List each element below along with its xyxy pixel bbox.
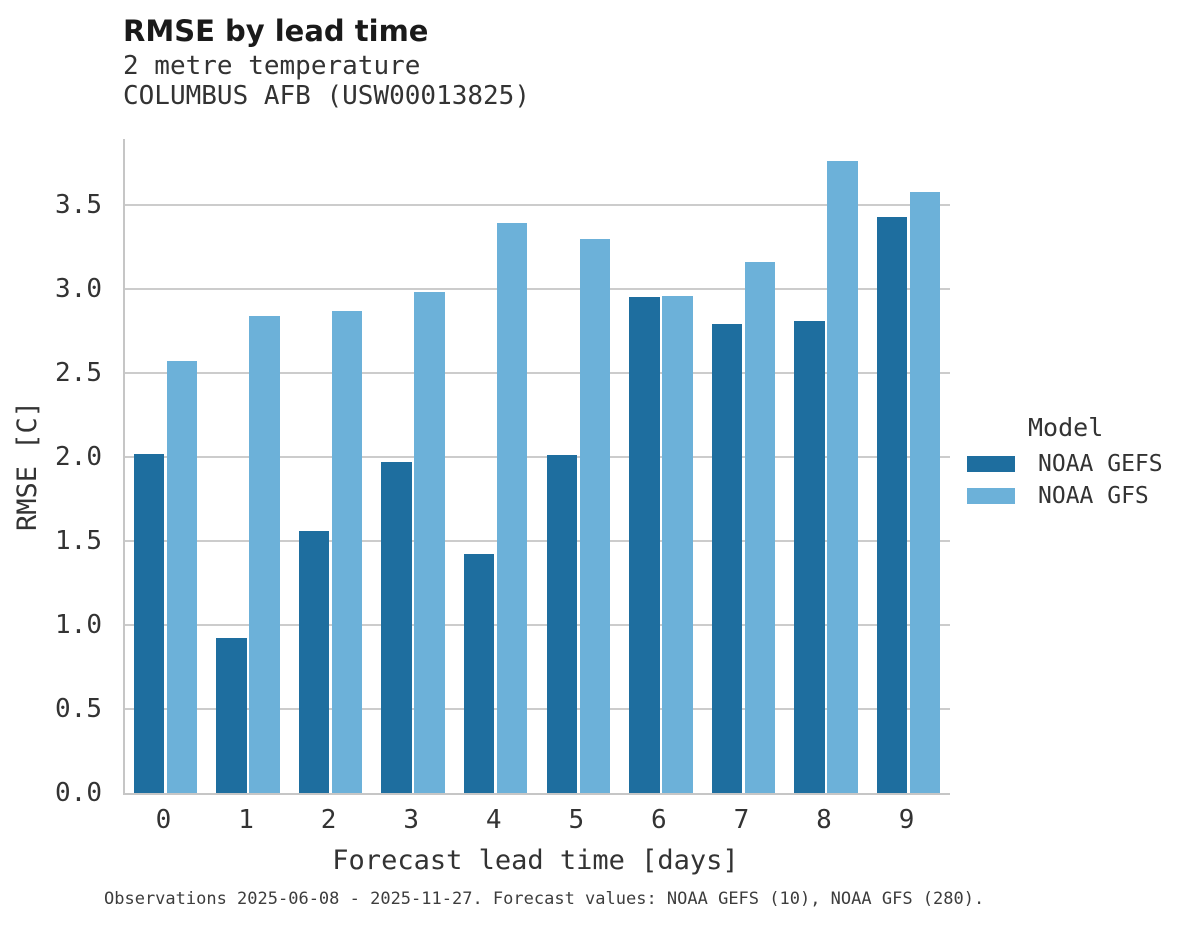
x-tick-2: 2: [320, 805, 337, 835]
bar-noaa-gfs-lead-1: [249, 315, 280, 793]
bar-noaa-gfs-lead-8: [827, 161, 858, 793]
bar-noaa-gefs-lead-4: [463, 554, 495, 793]
legend-title: Model: [1028, 413, 1104, 442]
y-tick-0.5: 0.5: [55, 694, 102, 724]
bar-noaa-gfs-lead-2: [331, 310, 363, 793]
legend-entry-noaa-gefs: NOAA GEFS: [967, 448, 1163, 480]
x-tick-3: 3: [403, 805, 419, 835]
subtitle-station: COLUMBUS AFB (USW00013825): [123, 81, 530, 111]
bar-noaa-gfs-lead-3: [414, 292, 445, 793]
chart-title: RMSE by lead time: [123, 14, 429, 48]
bar-noaa-gefs-lead-2: [298, 530, 330, 793]
y-tick-1.0: 1.0: [55, 610, 102, 640]
gridline-y-2.5: [125, 372, 950, 374]
gridline-y-1.0: [125, 624, 950, 626]
x-tick-5: 5: [568, 805, 585, 835]
gridline-y-3.0: [125, 288, 950, 290]
bar-noaa-gefs-lead-6: [629, 297, 660, 793]
bar-noaa-gfs-lead-0: [166, 361, 198, 793]
legend-swatch-noaa-gfs: [967, 488, 1015, 504]
x-tick-6: 6: [651, 805, 667, 835]
plot-area: [123, 139, 950, 795]
bar-noaa-gfs-lead-6: [662, 295, 693, 793]
x-tick-8: 8: [816, 805, 832, 835]
gridline-y-0.5: [125, 708, 950, 710]
x-axis-label: Forecast lead time [days]: [332, 845, 739, 876]
y-tick-3.0: 3.0: [55, 274, 102, 304]
legend-label-noaa-gfs: NOAA GFS: [1038, 483, 1149, 509]
bar-noaa-gfs-lead-4: [496, 223, 528, 793]
bar-noaa-gefs-lead-3: [381, 462, 412, 793]
bar-noaa-gefs-lead-8: [794, 320, 825, 793]
y-tick-3.5: 3.5: [55, 190, 102, 220]
legend: Model NOAA GEFS NOAA GFS: [967, 412, 1163, 512]
bar-noaa-gefs-lead-7: [711, 324, 743, 793]
subtitle-variable: 2 metre temperature: [123, 51, 421, 81]
bar-noaa-gefs-lead-9: [876, 216, 908, 793]
x-tick-4: 4: [485, 805, 502, 835]
y-tick-0.0: 0.0: [55, 778, 102, 808]
legend-entry-noaa-gfs: NOAA GFS: [967, 480, 1163, 512]
gridline-y-1.5: [125, 540, 950, 542]
bar-noaa-gfs-lead-9: [909, 191, 941, 793]
x-tick-1: 1: [238, 805, 254, 835]
y-tick-2.0: 2.0: [55, 442, 102, 472]
legend-label-noaa-gefs: NOAA GEFS: [1038, 451, 1163, 477]
bar-noaa-gefs-lead-1: [216, 638, 247, 793]
y-tick-1.5: 1.5: [55, 526, 102, 556]
chart-subtitle: 2 metre temperature COLUMBUS AFB (USW000…: [123, 51, 530, 111]
y-tick-2.5: 2.5: [55, 358, 102, 388]
caption: Observations 2025-06-08 - 2025-11-27. Fo…: [104, 889, 985, 909]
bar-noaa-gefs-lead-5: [546, 455, 578, 793]
x-tick-0: 0: [155, 805, 172, 835]
bar-noaa-gfs-lead-7: [744, 262, 776, 793]
x-tick-7: 7: [733, 805, 750, 835]
bar-noaa-gefs-lead-0: [133, 453, 165, 793]
gridline-y-2.0: [125, 456, 950, 458]
bar-noaa-gfs-lead-5: [579, 238, 611, 793]
legend-swatch-noaa-gefs: [967, 456, 1015, 472]
x-tick-9: 9: [898, 805, 915, 835]
gridline-y-3.5: [125, 204, 950, 206]
